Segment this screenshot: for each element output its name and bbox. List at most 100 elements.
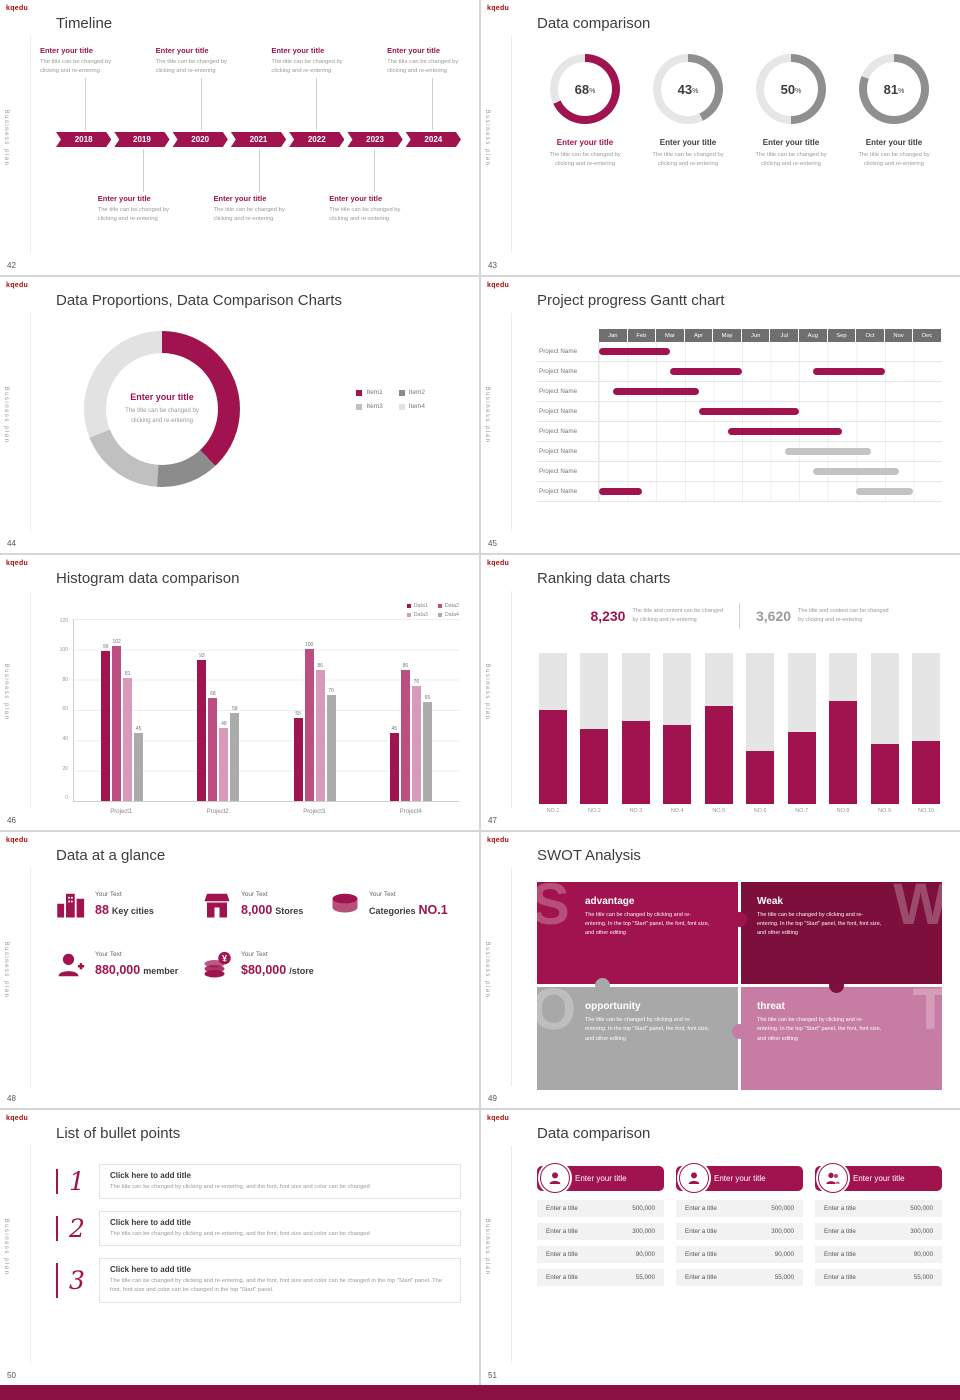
comparison-card: Enter your title Enter a title 500,000 En… [676, 1162, 803, 1292]
swot-content: S advantage The title can be changed by … [537, 878, 942, 1093]
timeline-year: 2019 [114, 132, 169, 147]
ranking-column: NO.6 [746, 652, 775, 816]
side-divider [30, 590, 31, 809]
stat-suffix: Key cities [111, 906, 154, 917]
x-category-label: Project4 [399, 809, 422, 816]
ranking-track [911, 652, 940, 805]
donut-legend: Item1 Item2 Item3 Item4 [356, 389, 425, 410]
bar-value-label: 99 [102, 643, 109, 650]
bullets-content: 1 Click here to add title The title can … [56, 1156, 461, 1371]
page-number: 44 [7, 538, 16, 548]
ranking-track [870, 652, 899, 805]
bullet-box: Click here to add title The title can be… [99, 1210, 461, 1247]
timeline-entry: Enter your title The title can be change… [40, 46, 130, 130]
hist-legend-swatch [406, 603, 411, 608]
slide-47-ranking: kqedu Business plan Ranking data charts … [481, 554, 960, 831]
side-label: Business plan [484, 386, 490, 444]
row-label: Enter a title [685, 1204, 717, 1212]
bar: 58 [230, 706, 240, 802]
stat-number: 88 [95, 903, 109, 918]
ranking-label: NO.7 [795, 808, 809, 815]
swot-heading: opportunity [585, 1001, 641, 1013]
bar: 86 [400, 663, 410, 802]
text-line: The title can be changed by [125, 408, 199, 415]
bar: 86 [315, 663, 325, 802]
stat-suffix: Stores [275, 906, 304, 917]
row-value: 55,000 [774, 1273, 794, 1281]
card-rows: Enter a title 500,000 Enter a title 300,00… [815, 1199, 942, 1286]
stat-label: Your Text [241, 951, 268, 959]
donut-legend-swatch [398, 403, 405, 410]
puzzle-nub [595, 978, 610, 994]
gantt-month-cell: Jul [770, 329, 800, 343]
ranking-track [829, 652, 858, 805]
text-line: clicking and re-entering [864, 161, 924, 168]
brand-logo: kqedu [6, 559, 29, 567]
bullet-item: 1 Click here to add title The title can … [56, 1163, 461, 1199]
gantt-bar [599, 348, 671, 356]
y-tick-label: 120 [59, 617, 68, 624]
swot-desc: The title can be changed by clicking and… [757, 1017, 882, 1042]
stat-value-line: 88 Key cities [95, 901, 154, 919]
bar-value-label: 68 [210, 690, 216, 697]
ranking-chart: NO.1 NO.2 NO.3 NO.4 NO.5 NO.6 NO.7 NO.8 NO.9 NO.1… [539, 652, 940, 816]
slide-title: Data at a glance [56, 847, 166, 865]
gantt-row: Project Name [537, 342, 942, 363]
slide-title: Data comparison [537, 1124, 651, 1142]
bar: 100 [304, 642, 314, 802]
swot-desc: The title can be changed by clicking and… [585, 912, 710, 937]
gantt-bar [813, 368, 885, 376]
text-line: The title can be changed by [155, 59, 227, 65]
timeline-year: 2022 [289, 132, 344, 147]
card-row: Enter a title 500,000 [537, 1199, 664, 1217]
row-value: 500,000 [632, 1204, 655, 1212]
y-tick-label: 100 [59, 647, 68, 654]
gantt-row-label: Project Name [537, 462, 599, 482]
donut-center-title: Enter your title [130, 392, 194, 403]
row-label: Enter a title [824, 1227, 856, 1235]
slide-43-data-comparison: kqedu Business plan Data comparison 43 6… [481, 0, 960, 276]
ranking-track [621, 652, 650, 805]
ring-desc: The title can be changed by clicking and … [848, 151, 940, 170]
ring-unit: % [795, 87, 802, 95]
gantt-bar [670, 368, 742, 376]
timeline-entry-desc: The title can be changed by clicking and … [271, 58, 361, 76]
ranking-column: NO.9 [870, 652, 899, 816]
timeline-entry: Enter your title The title can be change… [329, 149, 419, 224]
bar-value-label: 76 [413, 678, 420, 685]
slide-44-proportions: kqedu Business plan Data Proportions, Da… [0, 277, 479, 553]
bar: 76 [411, 679, 421, 802]
card-row: Enter a title 300,000 [676, 1222, 803, 1240]
glance-row: Your Text 88 Key cities Your Text 8,000 St… [56, 890, 461, 920]
ranking-track [704, 652, 733, 805]
text-line: The title can be changed by [329, 207, 401, 213]
stat-value: 3,620 [756, 607, 792, 624]
gantt-row-area [599, 362, 942, 382]
gantt-row: Project Name [537, 422, 942, 443]
ranking-column: NO.4 [663, 652, 692, 816]
bar-value-label: 86 [317, 663, 323, 670]
ranking-track [539, 652, 567, 805]
gantt-row: Project Name [537, 382, 942, 403]
histogram-plot: 99 102 81 45 93 68 48 58 55 100 86 70 45 86 76 65 [73, 618, 459, 803]
bar-group: 45 86 76 65 [389, 619, 432, 802]
stat-item: Your Text Categories NO.1 [330, 890, 448, 920]
timeline-year: 2018 [56, 132, 111, 147]
histogram-xlabels: Project1 Project2 Project3 Project4 [73, 809, 459, 815]
swot-heading: advantage [585, 896, 635, 908]
bar-value-label: 81 [124, 671, 131, 678]
side-divider [511, 1145, 512, 1363]
gantt-body: Project Name Project Name Project Name Proj… [537, 342, 942, 503]
card-row: Enter a title 90,000 [676, 1245, 803, 1263]
gantt-row-label: Project Name [537, 482, 599, 502]
gantt-bar [699, 408, 800, 416]
brand-logo: kqedu [6, 282, 29, 290]
row-label: Enter a title [546, 1273, 578, 1281]
donut-content: Enter your title The title can be change… [56, 323, 461, 538]
stat-block: 8,230 The title and content can be chang… [590, 607, 723, 625]
stat-value-line: Categories NO.1 [369, 901, 448, 919]
card-row: Enter a title 90,000 [537, 1245, 664, 1263]
gantt-row-area [599, 382, 942, 402]
page-number: 51 [488, 1370, 497, 1380]
slide-46-histogram: kqedu Business plan Histogram data compa… [0, 554, 479, 831]
